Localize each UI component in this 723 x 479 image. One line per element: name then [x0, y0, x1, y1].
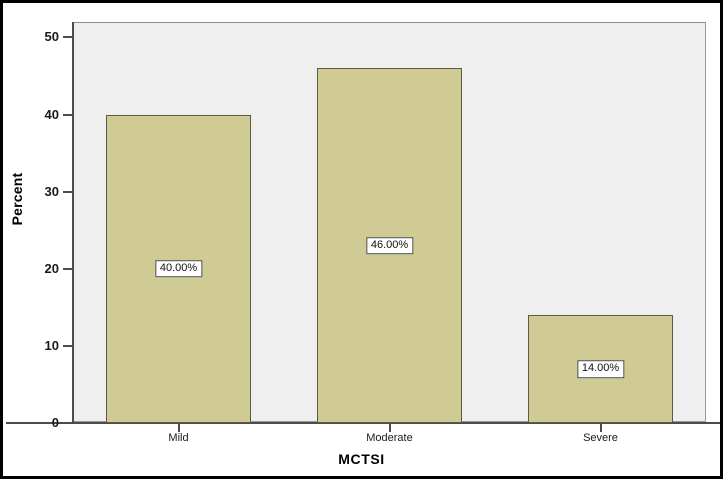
y-tick-label: 30 [44, 183, 59, 199]
bar-value-label: 46.00% [365, 236, 414, 255]
x-axis-line [6, 422, 720, 424]
chart-title [3, 0, 720, 5]
y-tick-mark [63, 190, 72, 193]
y-tick-label-wrap: 20 [3, 262, 59, 275]
y-tick-label: 40 [44, 106, 59, 122]
bar-value-label: 14.00% [576, 360, 625, 378]
y-tick-label-wrap: 0 [3, 416, 59, 429]
y-tick-label: 10 [44, 337, 59, 353]
y-tick-mark [63, 113, 72, 116]
y-tick-label-wrap: 40 [3, 108, 59, 121]
x-tick-mark [599, 424, 602, 432]
y-tick-mark [63, 267, 72, 270]
y-tick-label: 20 [44, 260, 59, 276]
y-axis-line [72, 22, 74, 423]
y-tick-label-wrap: 30 [3, 185, 59, 198]
y-tick-mark [63, 422, 72, 424]
x-tick-mark [177, 424, 180, 432]
y-tick-label-wrap: 10 [3, 339, 59, 352]
y-tick-label: 0 [51, 415, 59, 430]
y-tick-label-wrap: 50 [3, 30, 59, 43]
y-tick-label: 50 [44, 29, 59, 45]
y-tick-mark [63, 344, 72, 347]
x-tick-label: Severe [583, 432, 618, 444]
bar-value-label: 40.00% [154, 259, 203, 278]
y-axis-title: Percent [9, 172, 25, 226]
x-axis-title: MCTSI [338, 451, 385, 467]
x-tick-label: Mild [168, 432, 189, 444]
y-tick-mark [63, 36, 72, 39]
x-tick-label: Moderate [366, 432, 413, 444]
x-tick-mark [388, 424, 391, 432]
